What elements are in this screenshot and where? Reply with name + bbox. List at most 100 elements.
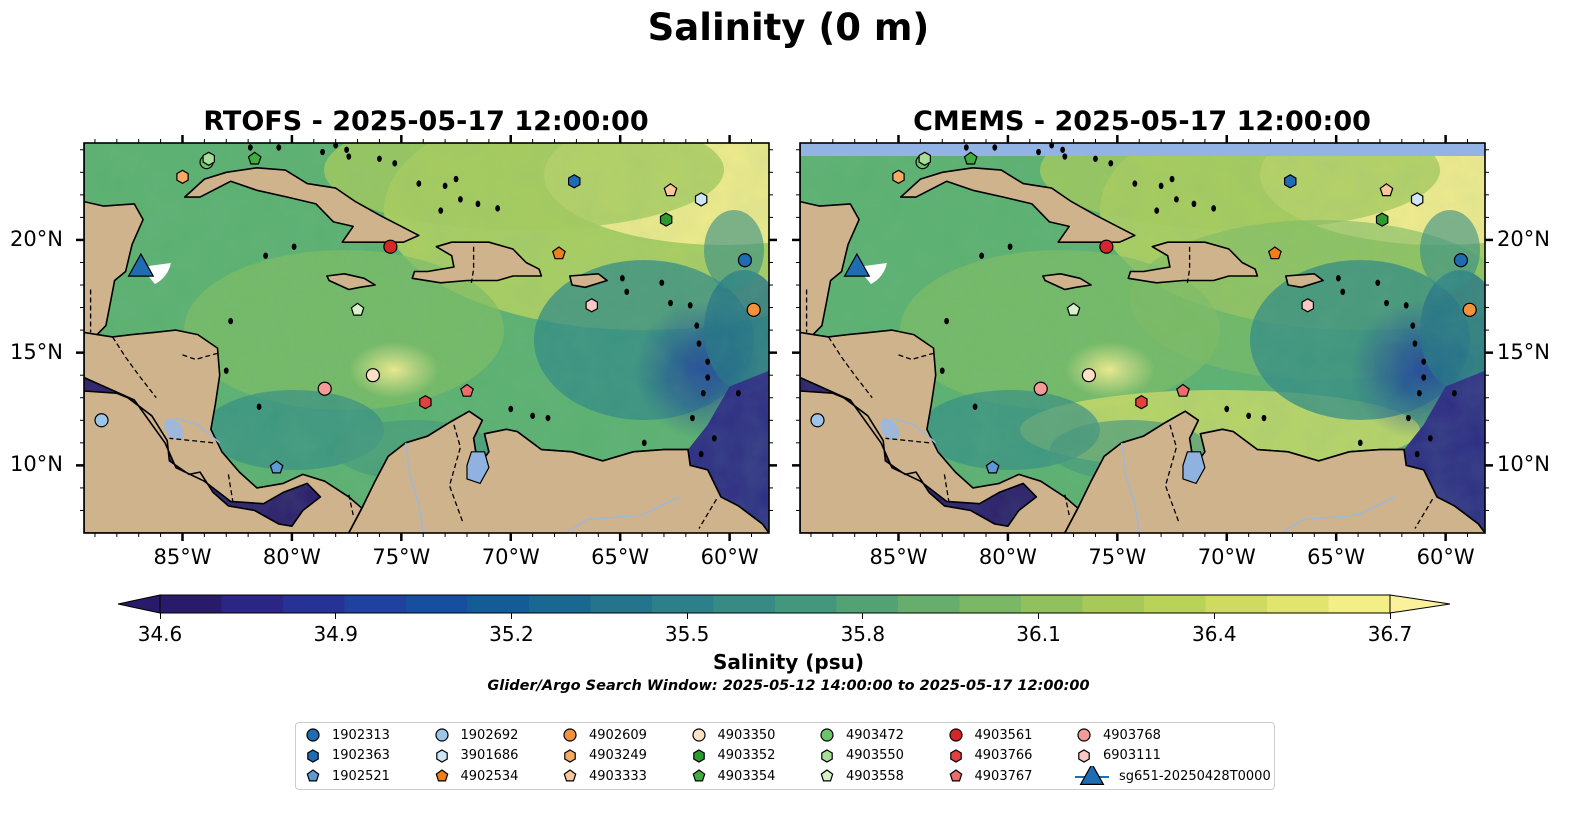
legend-label: 1902363 <box>332 748 390 763</box>
main-title: Salinity (0 m) <box>647 6 930 49</box>
legend-label: 4902534 <box>460 768 519 784</box>
float-marker-4903561 <box>383 239 398 254</box>
legend-item: 4903767 <box>947 766 1033 786</box>
colorbar-label: Salinity (psu) <box>712 650 864 674</box>
float-marker-4903766 <box>1135 395 1148 410</box>
colorbar-cell <box>1205 595 1268 613</box>
colorbar-cell <box>1082 595 1145 613</box>
circle-marker-icon <box>948 728 963 742</box>
float-marker-4902609 <box>746 302 761 317</box>
lon-tick-label: 85°W <box>153 545 212 569</box>
float-marker-1902692 <box>810 413 825 428</box>
legend-item: 4903333 <box>561 766 647 786</box>
circle-marker-icon <box>820 728 834 742</box>
map-panel-cmems <box>792 135 1493 541</box>
search-window-subtitle: Glider/Argo Search Window: 2025-05-12 14… <box>487 678 1090 694</box>
float-marker-3901686 <box>1410 192 1424 207</box>
colorbar-cell <box>1144 595 1206 613</box>
colorbar-cell <box>713 595 776 613</box>
legend-item: 4903550 <box>818 746 904 766</box>
lon-tick-label: 80°W <box>262 545 321 569</box>
colorbar-tick <box>335 613 337 619</box>
legend-label: sg651-20250428T0000 <box>1119 768 1271 784</box>
colorbar-tick-label: 36.4 <box>1192 622 1237 646</box>
float-marker-1902692 <box>94 413 109 428</box>
colorbar-tick-label: 35.8 <box>840 622 886 646</box>
lon-tick-label: 80°W <box>978 545 1037 569</box>
colorbar-tick-label: 34.9 <box>313 622 358 646</box>
legend-item: 4903350 <box>690 725 775 745</box>
hexagon-marker-icon <box>1078 748 1090 763</box>
legend-label: 4903561 <box>974 727 1033 743</box>
legend-item: 1902692 <box>433 725 518 745</box>
legend-label: 3901686 <box>460 748 519 763</box>
legend-label: 4903767 <box>974 768 1033 784</box>
legend-label: 4902609 <box>589 727 647 743</box>
float-marker-1902521 <box>269 460 284 474</box>
lon-tick-label: 70°W <box>1197 545 1256 569</box>
legend-label: 4903472 <box>846 727 904 743</box>
lat-tick-label-left: 15°N <box>10 339 63 364</box>
colorbar-extend-min <box>117 594 161 614</box>
circle-marker-icon <box>563 728 577 742</box>
lat-tick-label-right: 20°N <box>1497 226 1550 251</box>
float-marker-4903354 <box>963 151 978 165</box>
float-marker-4903767 <box>1176 383 1190 397</box>
hexagon-marker-icon <box>949 748 962 763</box>
float-marker-4903249 <box>176 169 189 184</box>
colorbar-cell <box>775 595 837 613</box>
float-marker-1902521 <box>985 460 1000 474</box>
lon-tick-label: 60°W <box>700 545 759 569</box>
float-marker-4903333 <box>1379 183 1394 197</box>
hexagon-marker-icon <box>692 748 705 763</box>
circle-marker-icon <box>1077 728 1091 742</box>
panel-title-cmems: CMEMS - 2025-05-17 12:00:00 <box>913 106 1371 137</box>
legend-item: 4903472 <box>818 725 904 745</box>
triangle-marker-icon <box>1075 766 1109 785</box>
pentagon-marker-icon <box>435 769 448 782</box>
float-marker-1902363 <box>567 174 581 189</box>
pentagon-marker-icon <box>949 769 962 782</box>
float-marker-4902609 <box>1462 302 1477 317</box>
pentagon-marker-icon <box>692 769 705 782</box>
circle-marker-icon <box>306 728 320 742</box>
legend-label: 4903768 <box>1103 727 1161 743</box>
hexagon-marker-icon <box>564 748 576 763</box>
float-marker-3901686 <box>694 192 708 207</box>
float-marker-4903550 <box>202 151 215 166</box>
legend: 1902313 1902363 1902521 1902692 3901686 49025… <box>295 722 1275 790</box>
float-marker-6903111 <box>1301 298 1315 313</box>
legend-label: 4903558 <box>846 768 904 784</box>
legend-label: 1902521 <box>332 768 390 784</box>
hexagon-marker-icon <box>307 748 319 763</box>
lon-tick-label: 65°W <box>1307 545 1366 569</box>
float-marker-4902534 <box>1267 246 1282 260</box>
colorbar-cell <box>529 595 591 613</box>
legend-label: 4903766 <box>974 748 1033 763</box>
float-marker-4903767 <box>460 383 474 397</box>
legend-label: 4903550 <box>846 748 904 763</box>
colorbar-cell <box>160 595 222 613</box>
lon-tick-label: 75°W <box>1088 545 1147 569</box>
legend-item: 1902313 <box>304 725 390 745</box>
colorbar-tick <box>159 613 161 619</box>
float-marker-4903561 <box>1099 239 1114 254</box>
float-marker-4903558 <box>1066 302 1081 316</box>
panel-title-rtofs: RTOFS - 2025-05-17 12:00:00 <box>203 106 649 137</box>
colorbar-cell <box>406 595 468 613</box>
hexagon-marker-icon <box>821 748 833 763</box>
legend-item: 1902363 <box>304 746 390 766</box>
colorbar-cell <box>1267 595 1329 613</box>
legend-item: 4903561 <box>947 725 1033 745</box>
colorbar-cell <box>1021 595 1083 613</box>
float-marker-4903768 <box>317 381 332 396</box>
lon-tick-label: 65°W <box>591 545 650 569</box>
legend-item: 4903354 <box>690 766 776 786</box>
circle-marker-icon <box>691 728 706 742</box>
lat-tick-label-left: 20°N <box>10 226 63 251</box>
legend-label: 4903354 <box>717 768 776 784</box>
float-marker-1902363 <box>1283 174 1297 189</box>
lon-tick-label: 75°W <box>372 545 431 569</box>
float-marker-1902313 <box>1453 253 1469 268</box>
float-marker-sg651-20250428T0000 <box>127 252 155 277</box>
